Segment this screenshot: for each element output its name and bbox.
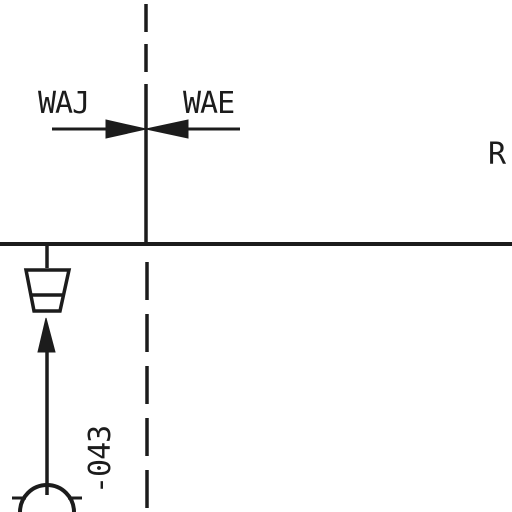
right-arrowhead-icon	[145, 119, 189, 139]
line-number-label: -043	[83, 426, 118, 494]
right-tag-label: WAE	[183, 86, 234, 121]
instrument-bubble-icon	[18, 483, 76, 512]
flow-arrow-up-icon	[37, 317, 56, 353]
reducer-icon	[23, 268, 72, 313]
left-tag-label: WAJ	[38, 86, 89, 121]
edge-tag-label: R	[488, 137, 507, 172]
left-arrowhead-icon	[105, 119, 147, 139]
